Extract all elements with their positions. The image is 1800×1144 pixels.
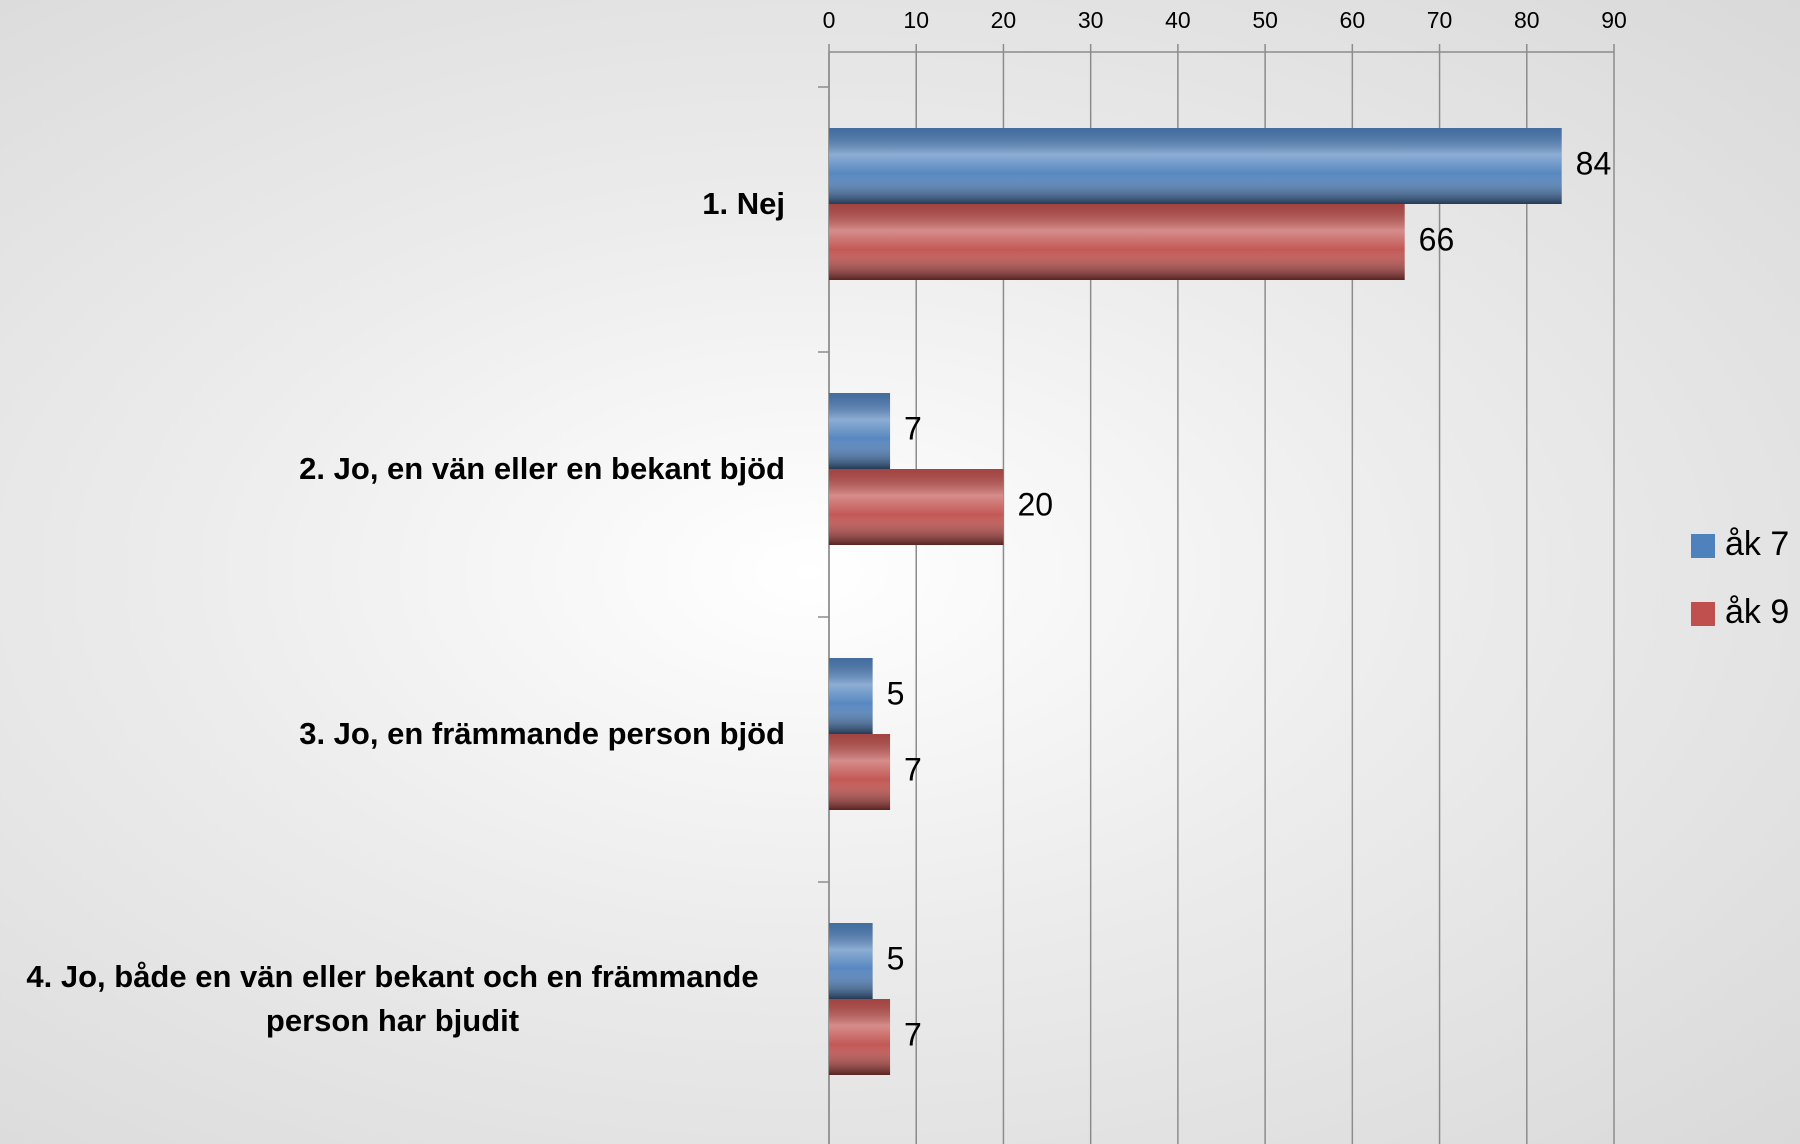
bar-shine — [829, 128, 1562, 204]
bar-shine — [829, 393, 891, 469]
x-tick-label: 10 — [903, 7, 929, 33]
x-tick-label: 80 — [1514, 7, 1540, 33]
value-label: 7 — [904, 1016, 922, 1052]
legend-swatch — [1691, 534, 1715, 558]
value-label: 5 — [887, 675, 905, 711]
x-tick-label: 40 — [1165, 7, 1191, 33]
category-label: 4. Jo, både en vän eller bekant och en f… — [26, 958, 759, 1038]
bar-shine — [829, 999, 891, 1075]
x-tick-label: 30 — [1078, 7, 1104, 33]
x-tick-label: 70 — [1427, 7, 1453, 33]
x-tick-label: 50 — [1252, 7, 1278, 33]
bar-shine — [829, 734, 891, 810]
value-label: 7 — [904, 410, 922, 446]
bar-shine — [829, 923, 873, 999]
x-tick-label: 0 — [823, 7, 836, 33]
value-label: 7 — [904, 751, 922, 787]
bar-shine — [829, 204, 1405, 280]
x-tick-label: 20 — [991, 7, 1017, 33]
bar-shine — [829, 658, 873, 734]
category-label: 3. Jo, en främmande person bjöd — [299, 715, 785, 751]
legend-swatch — [1691, 602, 1715, 626]
x-tick-label: 90 — [1601, 7, 1627, 33]
value-label: 5 — [887, 940, 905, 976]
category-label: 2. Jo, en vän eller en bekant bjöd — [299, 450, 785, 486]
legend-label: åk 9 — [1725, 593, 1789, 631]
value-label: 84 — [1576, 145, 1612, 181]
legend-label: åk 7 — [1725, 525, 1789, 563]
category-label: 1. Nej — [702, 185, 785, 221]
value-label: 20 — [1017, 486, 1053, 522]
value-label: 66 — [1419, 221, 1455, 257]
x-tick-label: 60 — [1340, 7, 1366, 33]
bar-shine — [829, 469, 1004, 545]
